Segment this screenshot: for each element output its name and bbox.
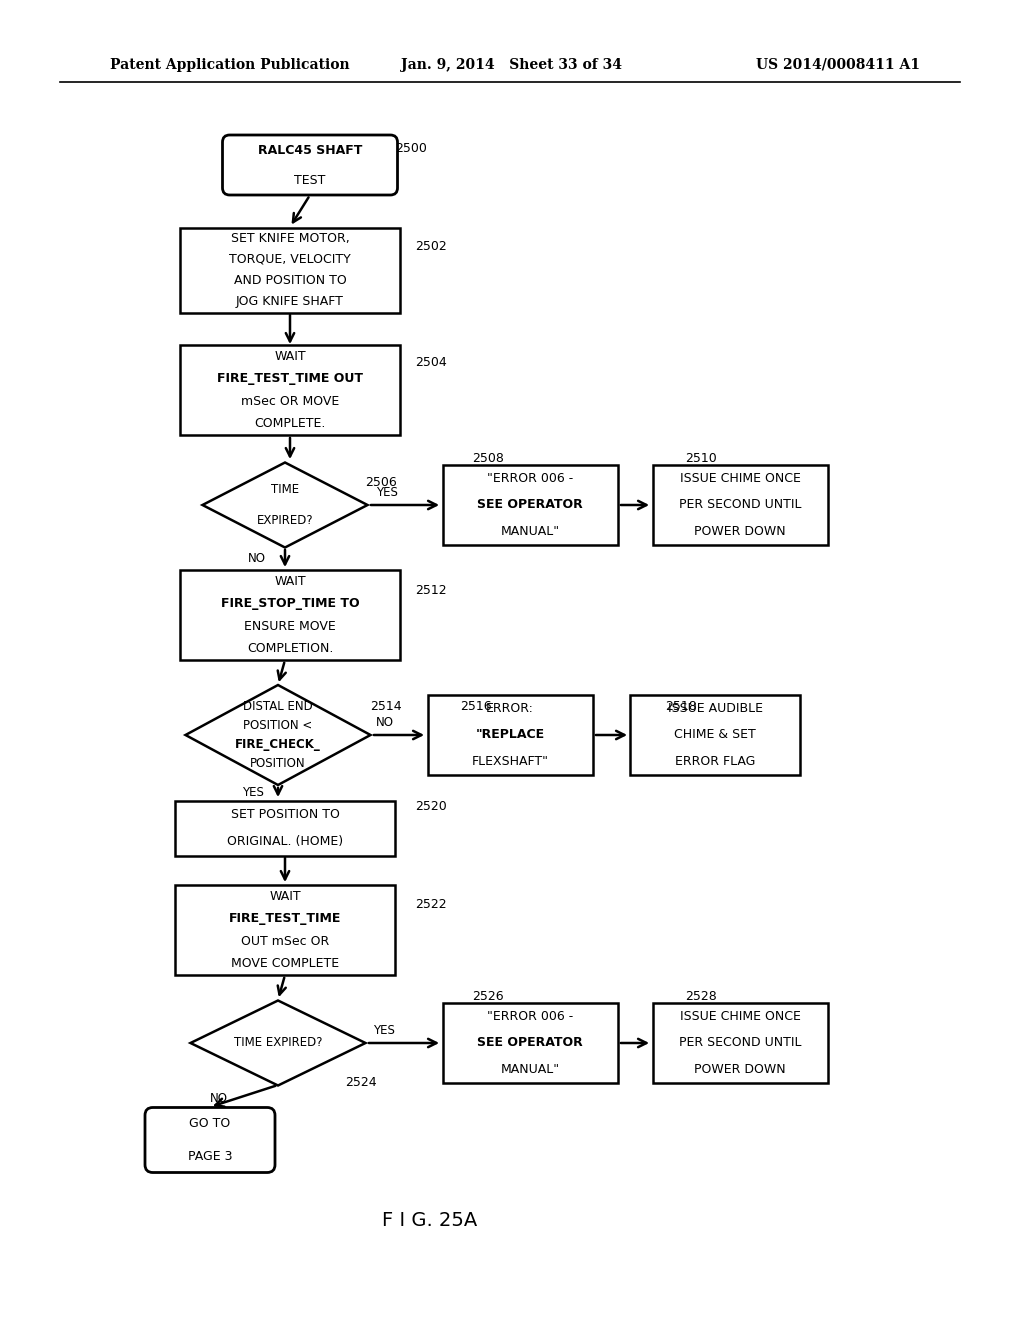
Text: EXPIRED?: EXPIRED? — [257, 515, 313, 528]
Bar — [180, 345, 400, 436]
Text: 2524: 2524 — [345, 1077, 377, 1089]
Text: FIRE_TEST_TIME: FIRE_TEST_TIME — [228, 912, 341, 925]
Text: MOVE COMPLETE: MOVE COMPLETE — [231, 957, 339, 970]
Text: PER SECOND UNTIL: PER SECOND UNTIL — [679, 499, 801, 511]
Text: ISSUE CHIME ONCE: ISSUE CHIME ONCE — [680, 1010, 801, 1023]
Text: FLEXSHAFT": FLEXSHAFT" — [471, 755, 549, 768]
Text: 2506: 2506 — [365, 477, 396, 490]
Bar — [180, 570, 400, 660]
Text: TEST: TEST — [294, 173, 326, 186]
Text: YES: YES — [242, 787, 264, 800]
Text: SET KNIFE MOTOR,: SET KNIFE MOTOR, — [230, 231, 349, 244]
Text: SET POSITION TO: SET POSITION TO — [230, 808, 339, 821]
Text: SEE OPERATOR: SEE OPERATOR — [477, 499, 583, 511]
Text: ENSURE MOVE: ENSURE MOVE — [244, 620, 336, 632]
Bar — [630, 696, 800, 775]
Bar — [442, 465, 617, 545]
Text: AND POSITION TO: AND POSITION TO — [233, 275, 346, 288]
Text: 2512: 2512 — [415, 583, 446, 597]
Text: 2504: 2504 — [415, 355, 446, 368]
Bar — [175, 800, 395, 855]
Text: PAGE 3: PAGE 3 — [187, 1150, 232, 1163]
Text: Patent Application Publication: Patent Application Publication — [110, 58, 349, 73]
Text: SEE OPERATOR: SEE OPERATOR — [477, 1036, 583, 1049]
Text: DISTAL END: DISTAL END — [243, 701, 313, 713]
Text: mSec OR MOVE: mSec OR MOVE — [241, 395, 339, 408]
FancyBboxPatch shape — [222, 135, 397, 195]
Text: NO: NO — [376, 715, 394, 729]
Text: "REPLACE: "REPLACE — [475, 729, 545, 742]
Text: 2526: 2526 — [472, 990, 504, 1003]
Text: ISSUE AUDIBLE: ISSUE AUDIBLE — [668, 702, 763, 715]
Text: F I G. 25A: F I G. 25A — [382, 1210, 477, 1229]
Text: RALC45 SHAFT: RALC45 SHAFT — [258, 144, 362, 157]
Bar — [442, 1003, 617, 1082]
Text: FIRE_STOP_TIME TO: FIRE_STOP_TIME TO — [221, 597, 359, 610]
FancyBboxPatch shape — [145, 1107, 275, 1172]
Text: POWER DOWN: POWER DOWN — [694, 525, 785, 539]
Polygon shape — [185, 685, 371, 785]
Text: POWER DOWN: POWER DOWN — [694, 1063, 785, 1076]
Text: GO TO: GO TO — [189, 1117, 230, 1130]
Text: 2528: 2528 — [685, 990, 717, 1003]
Text: NO: NO — [248, 552, 266, 565]
Text: Jan. 9, 2014   Sheet 33 of 34: Jan. 9, 2014 Sheet 33 of 34 — [401, 58, 623, 73]
Text: TIME EXPIRED?: TIME EXPIRED? — [233, 1036, 323, 1049]
Text: 2514: 2514 — [370, 700, 401, 713]
Text: 2510: 2510 — [685, 453, 717, 466]
Text: 2500: 2500 — [395, 141, 427, 154]
Bar — [652, 465, 827, 545]
Polygon shape — [190, 1001, 366, 1085]
Text: ERROR:: ERROR: — [486, 702, 534, 715]
Text: PER SECOND UNTIL: PER SECOND UNTIL — [679, 1036, 801, 1049]
Bar — [180, 227, 400, 313]
Text: 2522: 2522 — [415, 899, 446, 912]
Text: YES: YES — [373, 1023, 395, 1036]
Text: POSITION: POSITION — [250, 756, 306, 770]
Text: US 2014/0008411 A1: US 2014/0008411 A1 — [756, 58, 920, 73]
Text: "ERROR 006 -: "ERROR 006 - — [486, 471, 573, 484]
Text: 2502: 2502 — [415, 240, 446, 253]
Bar — [175, 884, 395, 975]
Text: "ERROR 006 -: "ERROR 006 - — [486, 1010, 573, 1023]
Text: COMPLETE.: COMPLETE. — [254, 417, 326, 430]
Text: COMPLETION.: COMPLETION. — [247, 643, 333, 655]
Bar — [652, 1003, 827, 1082]
Polygon shape — [203, 462, 368, 548]
Text: JOG KNIFE SHAFT: JOG KNIFE SHAFT — [237, 296, 344, 309]
Text: TIME: TIME — [271, 483, 299, 495]
Text: 2518: 2518 — [665, 700, 696, 713]
Bar — [427, 696, 593, 775]
Text: 2508: 2508 — [472, 453, 504, 466]
Text: 2516: 2516 — [460, 700, 492, 713]
Text: FIRE_TEST_TIME OUT: FIRE_TEST_TIME OUT — [217, 372, 362, 385]
Text: ISSUE CHIME ONCE: ISSUE CHIME ONCE — [680, 471, 801, 484]
Text: WAIT: WAIT — [269, 890, 301, 903]
Text: ERROR FLAG: ERROR FLAG — [675, 755, 755, 768]
Text: NO: NO — [210, 1092, 228, 1105]
Text: POSITION <: POSITION < — [244, 719, 312, 733]
Text: CHIME & SET: CHIME & SET — [674, 729, 756, 742]
Text: 2520: 2520 — [415, 800, 446, 813]
Text: MANUAL": MANUAL" — [501, 525, 559, 539]
Text: WAIT: WAIT — [274, 350, 306, 363]
Text: TORQUE, VELOCITY: TORQUE, VELOCITY — [229, 253, 351, 265]
Text: YES: YES — [376, 486, 398, 499]
Text: FIRE_CHECK_: FIRE_CHECK_ — [236, 738, 321, 751]
Text: MANUAL": MANUAL" — [501, 1063, 559, 1076]
Text: OUT mSec OR: OUT mSec OR — [241, 935, 329, 948]
Text: ORIGINAL. (HOME): ORIGINAL. (HOME) — [227, 836, 343, 849]
Text: WAIT: WAIT — [274, 574, 306, 587]
